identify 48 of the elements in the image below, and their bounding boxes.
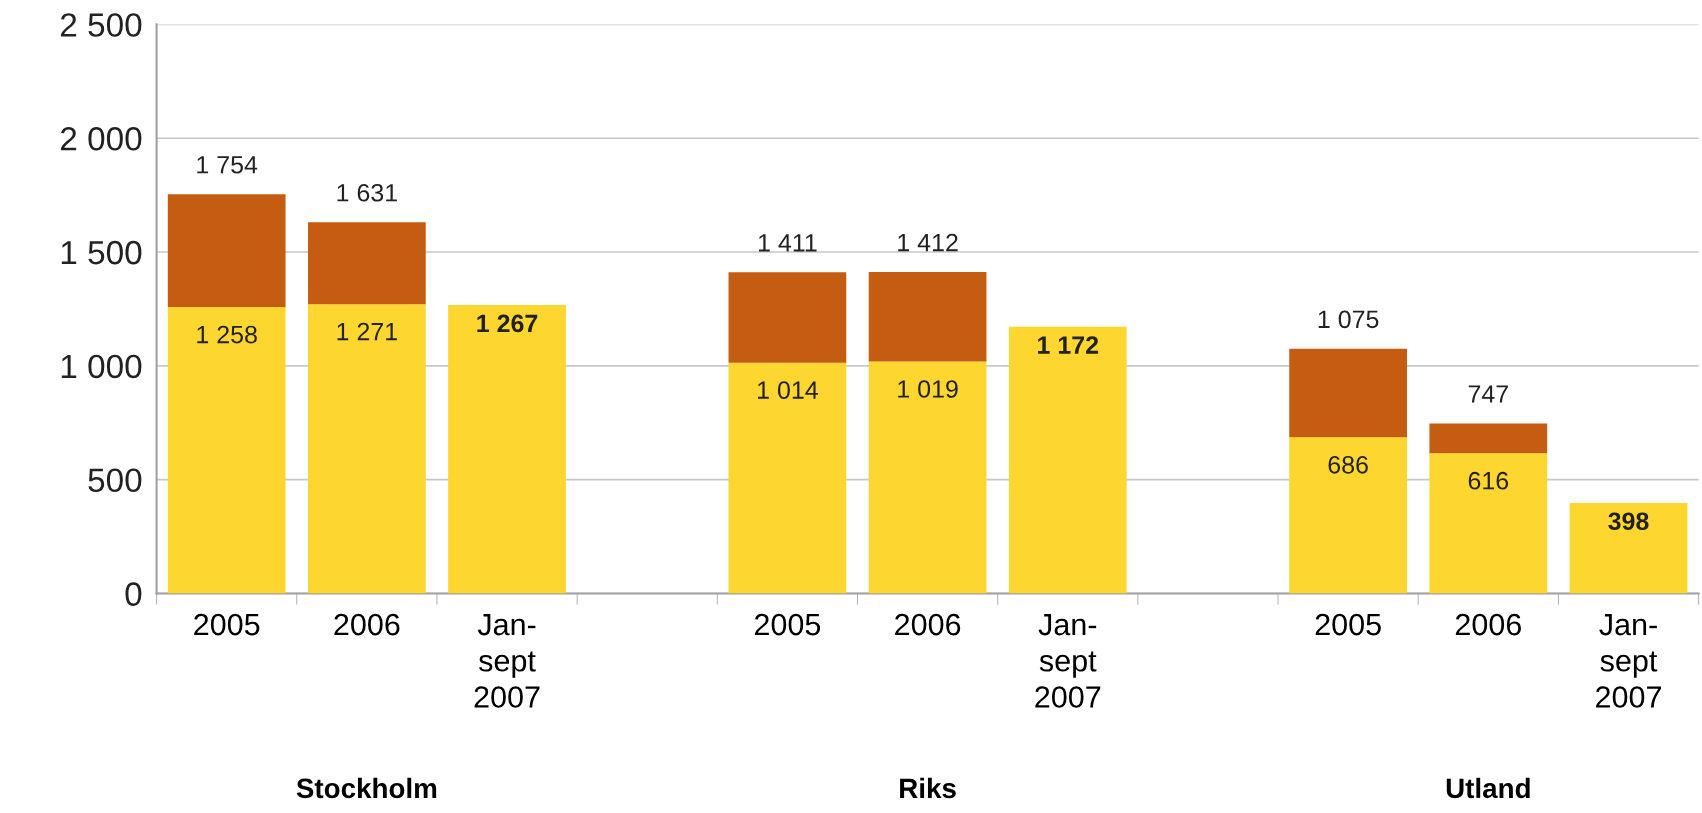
bar [167, 194, 286, 308]
y-tick-label: 1 000 [61, 354, 142, 379]
y-tick-label: 500 [88, 468, 142, 493]
text: Stockholm [296, 777, 437, 799]
bar [868, 361, 987, 594]
bar [1429, 423, 1548, 454]
data-label: 398 [1608, 512, 1649, 531]
total-label: 747 [1468, 385, 1508, 403]
bar [1289, 348, 1408, 438]
x-tick-label: Jan- sept 2007 [1035, 614, 1101, 708]
y-tick-label: 1 500 [61, 240, 142, 265]
bar [167, 307, 286, 594]
x-tick-label: 2005 [194, 613, 260, 636]
y-tick-label: 2 500 [60, 13, 142, 37]
bar [307, 222, 426, 305]
bar [448, 305, 566, 594]
data-label: 1 271 [337, 322, 397, 341]
data-label: 1 014 [758, 381, 818, 399]
data-label: 1 258 [197, 325, 257, 344]
data-label: 616 [1468, 471, 1509, 490]
total-label: 1 754 [197, 156, 258, 174]
data-label: 1 019 [898, 380, 958, 398]
bar [1569, 502, 1688, 594]
bar [307, 304, 426, 594]
x-tick-label: 2006 [1455, 613, 1521, 636]
total-label: 1 075 [1318, 310, 1379, 329]
data-label: 1 172 [1038, 336, 1099, 354]
x-tick-label: 2005 [754, 613, 821, 636]
y-tick-label: 2 000 [60, 127, 142, 151]
bar [868, 272, 987, 362]
x-tick-label: Jan- sept 2007 [1596, 614, 1661, 708]
bar [1008, 326, 1127, 594]
x-tick-label: 2005 [1315, 613, 1381, 636]
bar [728, 362, 847, 594]
text: Riks [900, 777, 956, 799]
y-tick-label: 0 [125, 582, 142, 606]
text: Utland [1446, 777, 1530, 799]
x-tick-label: 2006 [334, 613, 400, 636]
total-label: 1 412 [898, 233, 958, 252]
data-label: 686 [1328, 455, 1368, 474]
data-label: 1 267 [477, 314, 538, 333]
x-tick-label: Jan- sept 2007 [474, 614, 540, 708]
x-tick-label: 2006 [895, 613, 961, 636]
bar [1289, 437, 1408, 594]
bar [1429, 453, 1548, 594]
bar [728, 272, 847, 363]
total-label: 1 631 [337, 183, 397, 202]
total-label: 1 411 [758, 234, 817, 252]
